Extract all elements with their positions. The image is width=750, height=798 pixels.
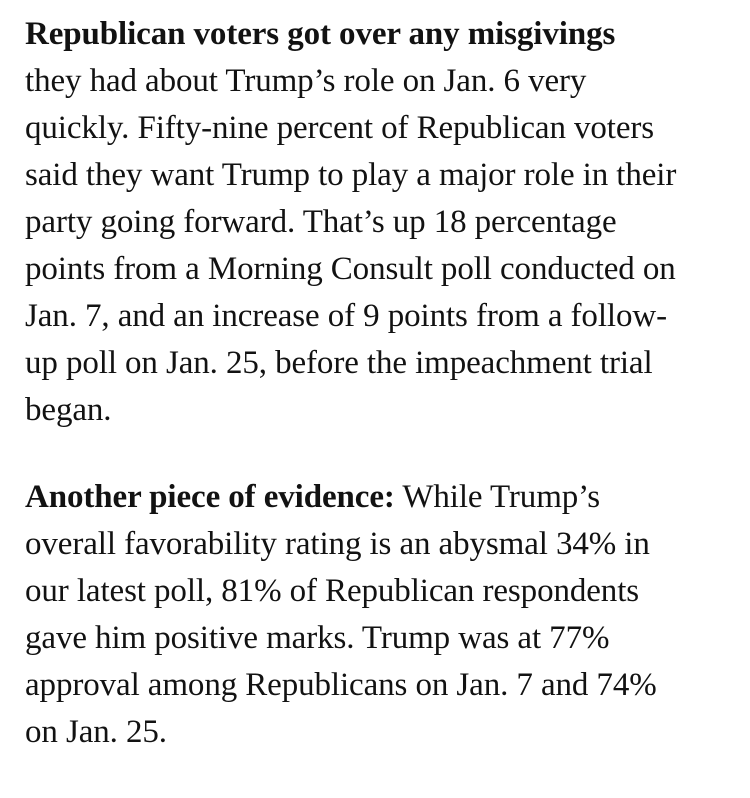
text-line: said they want Trump to play a major rol… (25, 157, 677, 193)
text-line: up poll on Jan. 25, before the impeachme… (25, 345, 653, 381)
text-line: our latest poll, 81% of Republican respo… (25, 573, 640, 609)
text-line: gave him positive marks. Trump was at 77… (25, 620, 610, 656)
text-line: on Jan. 25. (25, 714, 167, 750)
text-line: they had about Trump’s role on Jan. 6 ve… (25, 63, 587, 99)
text-line: party going forward. That’s up 18 percen… (25, 204, 617, 240)
text-line: Jan. 7, and an increase of 9 points from… (25, 298, 667, 334)
bold-lead: Another piece of evidence: (25, 479, 395, 515)
lead-line-rest: While Trump’s (394, 479, 600, 515)
article-text-block: Republican voters got over any misgiving… (25, 11, 730, 756)
text-line: began. (25, 392, 112, 428)
paragraph-republican-voters: Republican voters got over any misgiving… (25, 11, 730, 434)
bold-lead: Republican voters got over any misgiving… (25, 16, 616, 52)
text-line: Republican voters got over any misgiving… (25, 11, 730, 58)
text-line: quickly. Fifty-nine percent of Republica… (25, 110, 655, 146)
text-line: overall favorability rating is an abysma… (25, 526, 650, 562)
text-line: approval among Republicans on Jan. 7 and… (25, 667, 657, 703)
text-line: Another piece of evidence: While Trump’s (25, 474, 730, 521)
text-line: points from a Morning Consult poll condu… (25, 251, 676, 287)
paragraph-another-evidence: Another piece of evidence: While Trump’s… (25, 474, 730, 756)
